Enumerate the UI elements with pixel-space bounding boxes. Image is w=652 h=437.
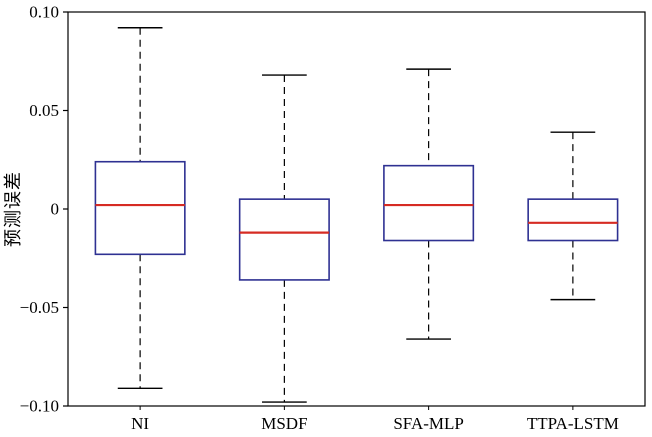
x-category-label: SFA-MLP — [393, 414, 464, 433]
box — [383, 164, 475, 242]
x-category-label: NI — [131, 414, 149, 433]
x-category-label: MSDF — [261, 414, 307, 433]
y-tick-label: 0.05 — [29, 101, 59, 120]
y-tick-label: 0.10 — [29, 3, 59, 22]
box — [238, 198, 330, 281]
y-axis-label: 预测误差 — [3, 171, 23, 247]
box — [527, 198, 619, 242]
y-tick-label: −0.10 — [20, 397, 59, 416]
box — [94, 160, 186, 256]
y-tick-label: −0.05 — [20, 298, 59, 317]
y-tick-label: 0 — [51, 200, 60, 219]
x-category-label: TTPA-LSTM — [527, 414, 619, 433]
